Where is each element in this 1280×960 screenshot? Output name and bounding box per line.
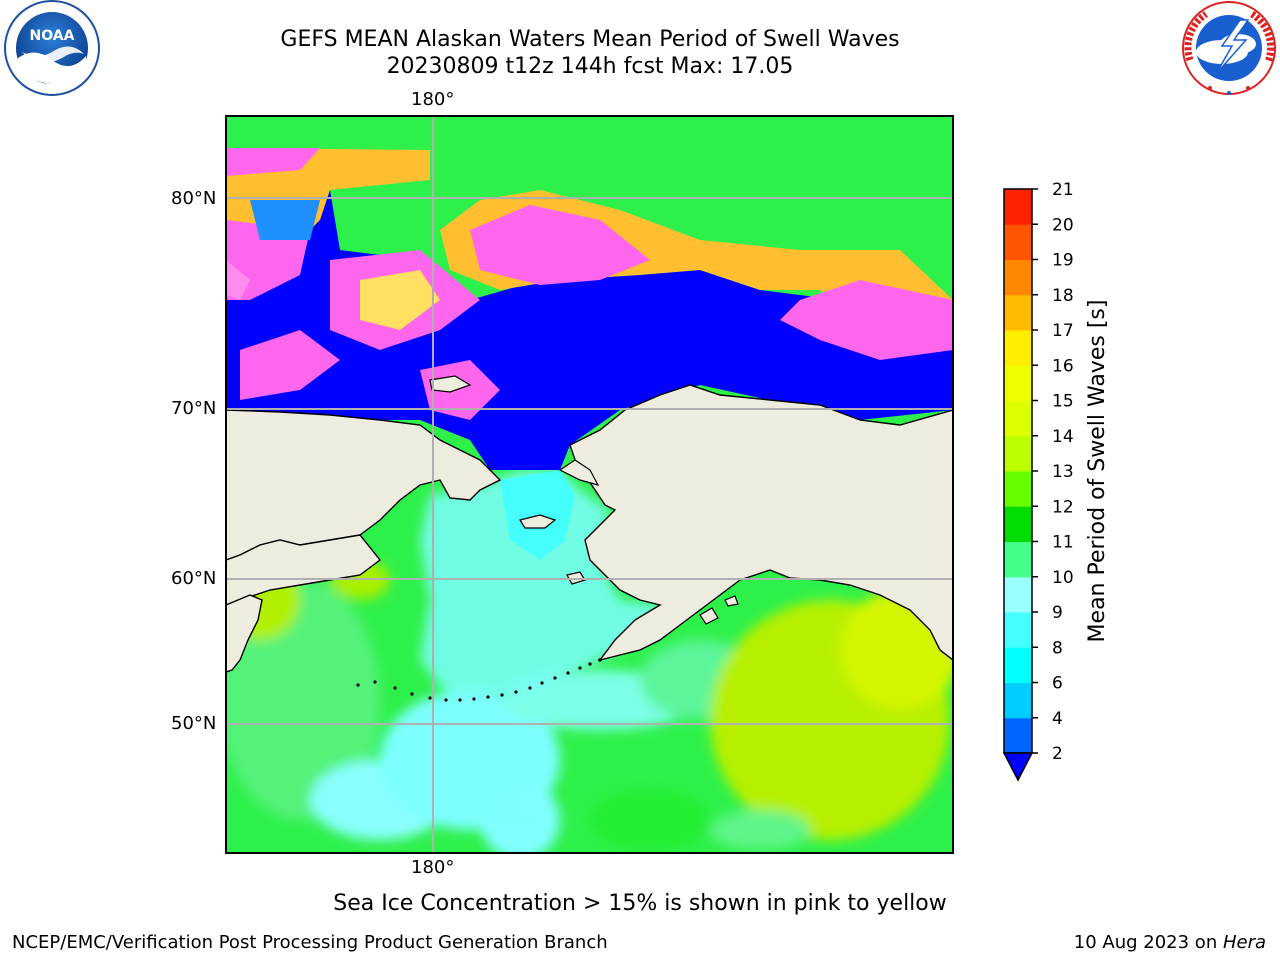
colorbar-tick-label: 6 [1052,674,1063,694]
colorbar-tick-label: 17 [1052,321,1074,341]
land-st-lawrence-island [519,514,557,529]
colorbar-tick-label: 11 [1052,533,1074,553]
colorbar-segment [1004,259,1032,296]
colorbar-tick-label: 15 [1052,392,1074,412]
colorbar-segment [1004,506,1032,542]
chart-title: GEFS MEAN Alaskan Waters Mean Period of … [280,27,900,52]
colorbar-tick-label: 18 [1052,286,1074,306]
colorbar-segment [1004,612,1032,648]
colorbar-segment [1004,224,1032,260]
lat-label-70: 70°N [171,398,217,419]
colorbar-segment [1004,576,1032,613]
sea-ice-note: Sea Ice Concentration > 15% is shown in … [333,891,947,916]
colorbar-tick-label: 9 [1052,603,1063,623]
noaa-logo-text: NOAA [30,28,75,44]
colorbar-segment [1004,189,1032,225]
footer-credit: NCEP/EMC/Verification Post Processing Pr… [12,932,608,953]
colorbar-segment [1004,365,1032,401]
colorbar-tick-label: 19 [1052,251,1074,271]
colorbar-tick-label: 4 [1052,709,1063,729]
footer-machine: Hera [1222,932,1266,953]
aleutian-islands [356,658,602,702]
colorbar-segment [1004,471,1032,507]
map-frame [225,115,954,854]
colorbar-tick-label: 8 [1052,638,1063,658]
colorbar: 2 4 6 8 9 10 11 12 13 14 15 16 17 18 19 20 21 [1002,180,1074,782]
colorbar-segment [1004,717,1032,754]
colorbar-segment [1004,541,1032,578]
colorbar-segment [1004,647,1032,683]
lat-label-80: 80°N [171,188,217,209]
land-wrangel-island [429,375,472,393]
lon-label-bottom: 180° [411,857,455,878]
lat-label-60: 60°N [171,568,217,589]
colorbar-tick-label: 12 [1052,497,1074,517]
footer-date-text: 10 Aug 2023 on [1073,932,1223,953]
lat-label-50: 50°N [171,713,217,734]
colorbar-segment [1004,682,1032,719]
chart-subtitle: 20230809 t12z 144h fcst Max: 17.05 [386,54,794,79]
land-kamchatka [226,594,263,673]
colorbar-segment [1004,330,1032,366]
colorbar-tick-label: 20 [1052,215,1074,235]
colorbar-segment [1004,294,1032,331]
colorbar-tick-label: 2 [1052,744,1063,764]
land-alaska [569,384,953,662]
colorbar-tick-label: 13 [1052,462,1074,482]
colorbar-tick-label: 16 [1052,356,1074,376]
nws-logo [1182,1,1276,95]
colorbar-tick-label: 14 [1052,427,1074,447]
map-area [226,116,953,853]
colorbar-tick-label: 21 [1052,180,1074,200]
colorbar-segment [1004,435,1032,472]
colorbar-segment [1004,400,1032,437]
footer-date: 10 Aug 2023 on Hera [1074,932,1266,954]
colorbar-label: Mean Period of Swell Waves [s] [1085,299,1110,643]
colorbar-tick-label: 10 [1052,568,1074,588]
noaa-logo: NOAA [4,0,100,96]
graticule [226,116,953,853]
lon-label-top: 180° [411,89,455,110]
